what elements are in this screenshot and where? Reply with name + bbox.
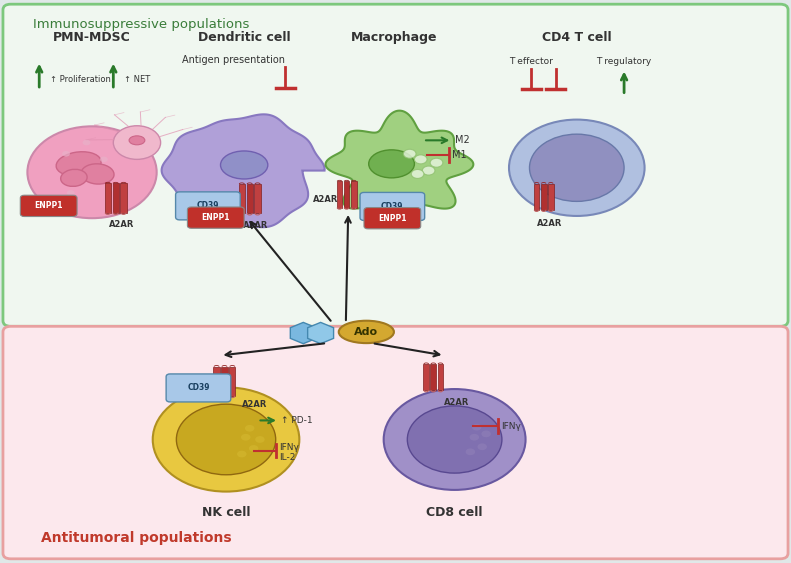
Ellipse shape	[81, 164, 114, 184]
Bar	[247, 184, 253, 213]
Bar	[351, 181, 357, 208]
Circle shape	[153, 387, 299, 491]
Circle shape	[245, 425, 255, 432]
Text: A2AR: A2AR	[242, 400, 267, 409]
Circle shape	[66, 190, 74, 196]
FancyBboxPatch shape	[3, 327, 788, 559]
Bar	[337, 181, 343, 208]
Text: NK cell: NK cell	[202, 506, 250, 519]
Text: Antitumoral populations: Antitumoral populations	[41, 531, 232, 545]
Text: Ado: Ado	[354, 327, 378, 337]
Circle shape	[414, 155, 427, 164]
Text: CD39: CD39	[197, 202, 219, 211]
Ellipse shape	[339, 321, 394, 343]
Bar	[214, 367, 220, 396]
Ellipse shape	[369, 150, 414, 178]
Bar	[229, 367, 236, 396]
Bar	[423, 364, 429, 390]
Circle shape	[529, 134, 624, 202]
Bar	[120, 184, 127, 213]
Ellipse shape	[221, 151, 268, 179]
Text: CD39: CD39	[187, 383, 210, 392]
Bar	[541, 184, 547, 210]
Circle shape	[237, 451, 247, 457]
Circle shape	[113, 126, 161, 159]
Text: T regulatory: T regulatory	[596, 57, 652, 66]
Circle shape	[249, 445, 259, 452]
Circle shape	[509, 119, 645, 216]
Circle shape	[430, 158, 443, 167]
Circle shape	[176, 404, 276, 475]
Text: Macrophage: Macrophage	[350, 32, 437, 44]
Bar	[112, 184, 119, 213]
Circle shape	[470, 434, 479, 441]
Bar	[534, 184, 539, 210]
Text: ↑ PD-1: ↑ PD-1	[282, 416, 312, 425]
Ellipse shape	[56, 152, 101, 176]
Text: A2AR: A2AR	[445, 398, 470, 407]
FancyBboxPatch shape	[360, 193, 425, 221]
Bar	[548, 184, 554, 210]
Bar	[104, 184, 111, 213]
Text: T effector: T effector	[509, 57, 553, 66]
Text: M1: M1	[452, 150, 467, 160]
Circle shape	[106, 186, 114, 192]
Circle shape	[100, 157, 108, 162]
Text: A2AR: A2AR	[536, 219, 562, 228]
Bar	[437, 364, 443, 390]
Ellipse shape	[61, 169, 87, 186]
Text: ENPP1: ENPP1	[378, 214, 407, 223]
Text: CD8 cell: CD8 cell	[426, 506, 483, 519]
Text: M2: M2	[455, 135, 469, 145]
Bar	[255, 184, 261, 213]
Circle shape	[403, 149, 416, 158]
Text: A2AR: A2AR	[313, 195, 339, 204]
Text: IL-2: IL-2	[279, 453, 295, 462]
Circle shape	[62, 151, 70, 157]
FancyBboxPatch shape	[3, 4, 788, 327]
Text: A2AR: A2AR	[243, 221, 268, 230]
FancyBboxPatch shape	[166, 374, 231, 402]
Circle shape	[422, 166, 435, 175]
Text: IFNγ: IFNγ	[501, 422, 521, 431]
Bar	[344, 181, 350, 208]
Text: CD39: CD39	[381, 202, 403, 211]
FancyBboxPatch shape	[187, 207, 244, 228]
Polygon shape	[308, 323, 334, 343]
FancyBboxPatch shape	[176, 192, 240, 220]
Polygon shape	[290, 323, 316, 343]
Polygon shape	[326, 111, 473, 215]
Polygon shape	[161, 114, 324, 227]
Circle shape	[255, 436, 265, 443]
Bar	[430, 364, 436, 390]
Text: IFNγ: IFNγ	[279, 443, 299, 452]
Text: Dendritic cell: Dendritic cell	[198, 32, 290, 44]
Text: ENPP1: ENPP1	[35, 202, 63, 211]
Circle shape	[241, 434, 251, 441]
Circle shape	[472, 424, 482, 431]
Text: Immunosuppressive populations: Immunosuppressive populations	[33, 19, 249, 32]
Circle shape	[407, 406, 502, 473]
Circle shape	[466, 449, 475, 455]
Circle shape	[482, 431, 491, 437]
Circle shape	[478, 444, 487, 450]
Text: A2AR: A2AR	[108, 220, 134, 229]
Text: PMN-MDSC: PMN-MDSC	[53, 32, 131, 44]
FancyBboxPatch shape	[364, 208, 421, 229]
Bar	[239, 184, 245, 213]
Text: ↑ NET: ↑ NET	[123, 75, 149, 84]
Bar	[221, 367, 228, 396]
Circle shape	[411, 169, 424, 178]
Text: ENPP1: ENPP1	[202, 213, 230, 222]
FancyBboxPatch shape	[21, 195, 77, 217]
Text: ↑ Proliferation: ↑ Proliferation	[51, 75, 111, 84]
Text: CD4 T cell: CD4 T cell	[542, 32, 611, 44]
Ellipse shape	[129, 136, 145, 145]
Circle shape	[82, 140, 90, 145]
Circle shape	[384, 389, 525, 490]
Text: Antigen presentation: Antigen presentation	[183, 55, 286, 65]
Circle shape	[28, 126, 157, 218]
